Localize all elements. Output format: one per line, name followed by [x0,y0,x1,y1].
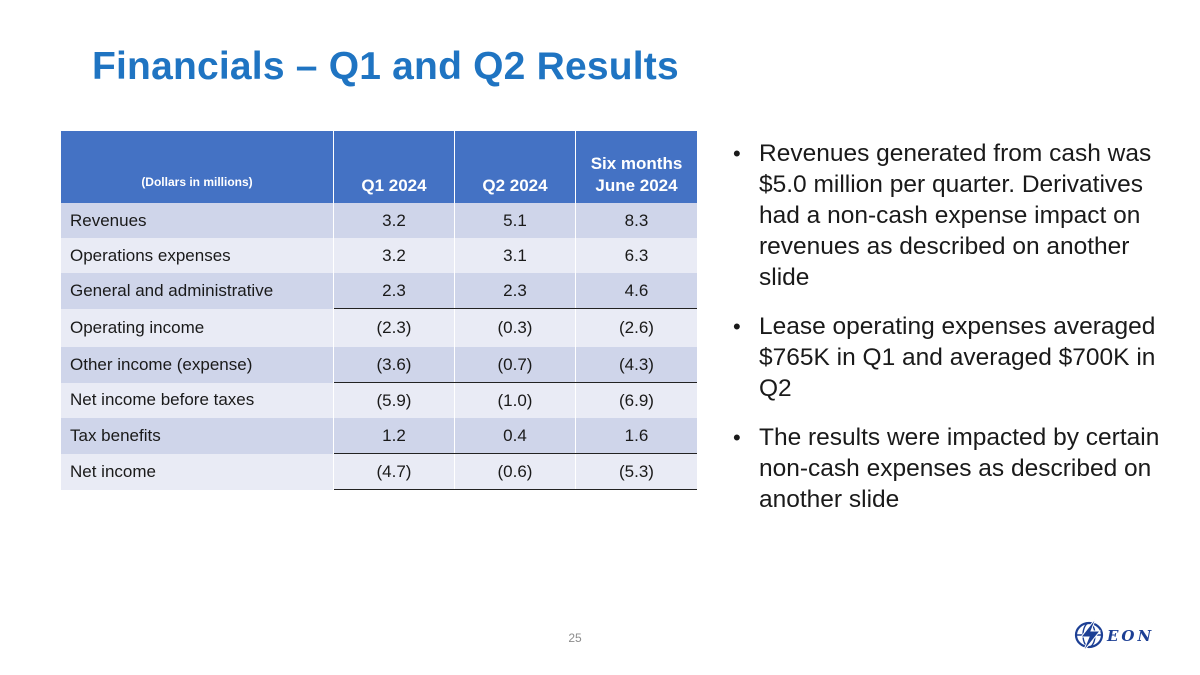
header-q1-2024: Q1 2024 [333,131,455,203]
cell-q1: 2.3 [333,273,455,309]
row-label: Net income [61,453,334,490]
table-row: Net income before taxes (5.9) (1.0) (6.9… [61,382,697,418]
cell-q2: (0.3) [454,308,576,347]
cell-q2: (0.6) [454,453,576,490]
row-label: Operating income [61,308,334,347]
table-row: Other income (expense) (3.6) (0.7) (4.3) [61,347,697,383]
cell-q1: (4.7) [333,453,455,490]
cell-q1: (2.3) [333,308,455,347]
bullet-dot: • [733,314,741,339]
row-label: Operations expenses [61,238,334,273]
table-header-row: (Dollars in millions) Q1 2024 Q2 2024 Si… [61,131,697,203]
header-six-line2: June 2024 [595,176,678,195]
header-dollars-in-millions: (Dollars in millions) [61,131,334,203]
cell-six-months: (2.6) [575,308,697,347]
cell-q1: 1.2 [333,418,455,454]
cell-q1: 3.2 [333,238,455,273]
header-six-months: Six months June 2024 [575,131,697,203]
cell-six-months: 1.6 [575,418,697,454]
cell-six-months: (6.9) [575,382,697,418]
cell-six-months: 6.3 [575,238,697,273]
bullet-text: Lease operating expenses averaged $765K … [759,313,1156,402]
row-label: Revenues [61,203,334,238]
eon-logo: EON [1074,618,1154,652]
cell-q2: 3.1 [454,238,576,273]
header-six-line1: Six months [590,154,683,173]
cell-six-months: (5.3) [575,453,697,490]
table-row: Operations expenses 3.2 3.1 6.3 [61,238,697,273]
lightning-globe-icon [1074,618,1104,652]
cell-q1: (3.6) [333,347,455,383]
row-label: Net income before taxes [61,382,334,418]
cell-six-months: 4.6 [575,273,697,309]
bullet-dot: • [733,425,741,450]
cell-q1: 3.2 [333,203,455,238]
table-row: General and administrative 2.3 2.3 4.6 [61,273,697,309]
cell-q2: 2.3 [454,273,576,309]
bullet-text: Revenues generated from cash was $5.0 mi… [759,140,1152,291]
cell-q2: (0.7) [454,347,576,383]
header-q2-2024: Q2 2024 [454,131,576,203]
logo-text: EON [1106,627,1154,645]
cell-six-months: 8.3 [575,203,697,238]
cell-q2: 5.1 [454,203,576,238]
bullet-item: • Lease operating expenses averaged $765… [733,311,1173,404]
bullet-item: • The results were impacted by certain n… [733,422,1173,515]
financials-table: (Dollars in millions) Q1 2024 Q2 2024 Si… [61,131,697,490]
bullet-item: • Revenues generated from cash was $5.0 … [733,138,1173,293]
bullet-dot: • [733,141,741,166]
bullet-text: The results were impacted by certain non… [759,424,1160,513]
slide-title: Financials – Q1 and Q2 Results [92,45,679,88]
page-number: 25 [568,631,582,645]
cell-q1: (5.9) [333,382,455,418]
cell-q2: (1.0) [454,382,576,418]
row-label: General and administrative [61,273,334,309]
row-label: Tax benefits [61,418,334,454]
cell-q2: 0.4 [454,418,576,454]
bullet-list: • Revenues generated from cash was $5.0 … [733,138,1173,533]
table-row: Tax benefits 1.2 0.4 1.6 [61,418,697,454]
table-row: Operating income (2.3) (0.3) (2.6) [61,308,697,347]
cell-six-months: (4.3) [575,347,697,383]
table-row: Revenues 3.2 5.1 8.3 [61,203,697,238]
row-label: Other income (expense) [61,347,334,383]
table-row: Net income (4.7) (0.6) (5.3) [61,453,697,490]
